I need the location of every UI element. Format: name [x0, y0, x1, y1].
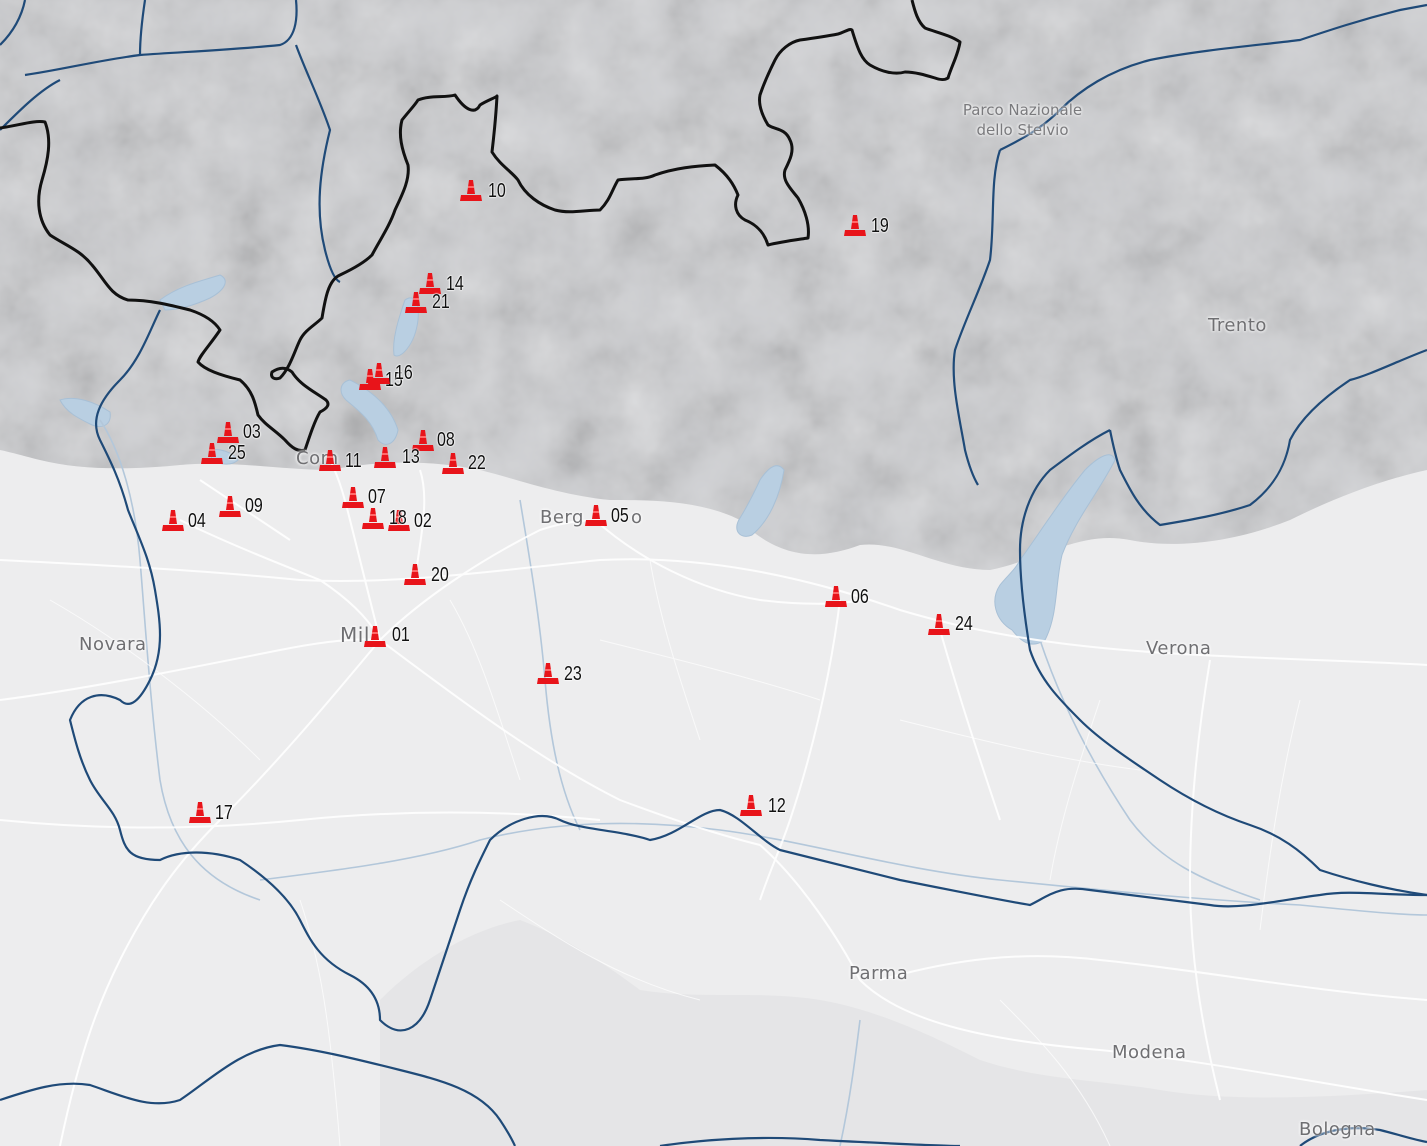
park-label-line2: dello Stelvio: [976, 121, 1069, 139]
traffic-cone-marker-21[interactable]: 21: [403, 290, 450, 316]
marker-label: 01: [392, 624, 410, 646]
traffic-cone-marker-16[interactable]: 16: [366, 361, 413, 387]
traffic-cone-marker-20[interactable]: 20: [402, 562, 449, 588]
traffic-cone-marker-12[interactable]: 12: [738, 793, 786, 819]
marker-label: 14: [446, 273, 464, 295]
traffic-cone-icon: [537, 663, 559, 684]
traffic-cone-marker-01[interactable]: 01: [362, 624, 410, 650]
traffic-cone-marker-14[interactable]: 14: [417, 271, 464, 297]
marker-label: 06: [851, 586, 869, 608]
traffic-cone-marker-13[interactable]: 13: [372, 445, 420, 471]
marker-label: 25: [228, 442, 246, 464]
marker-label: 18: [389, 507, 407, 529]
traffic-cone-icon: [319, 450, 341, 471]
marker-label: 04: [188, 510, 206, 532]
city-label-verona: Verona: [1146, 638, 1212, 659]
traffic-cone-icon: [442, 453, 464, 474]
traffic-cone-icon: [368, 363, 390, 384]
marker-label: 05: [611, 505, 629, 527]
minor-roads: [49, 559, 1301, 1146]
marker-label: 08: [437, 429, 455, 451]
traffic-cone-icon: [825, 586, 847, 607]
traffic-cone-icon: [374, 447, 396, 468]
road-network: [0, 459, 1427, 1146]
lakes: [59, 274, 1116, 645]
traffic-cone-icon: [404, 564, 426, 585]
traffic-cone-icon: [219, 496, 241, 517]
traffic-cone-marker-07[interactable]: 07: [340, 485, 386, 511]
marker-label: 15: [385, 369, 403, 391]
marker-label: 02: [414, 510, 432, 532]
city-label-bergamo-tail: o: [631, 507, 643, 528]
traffic-cone-marker-09[interactable]: 09: [217, 494, 263, 520]
marker-label: 22: [468, 452, 486, 474]
marker-label: 09: [245, 495, 263, 517]
traffic-cone-icon: [740, 795, 762, 816]
traffic-cone-icon: [460, 180, 482, 201]
marker-label: 13: [402, 446, 420, 468]
traffic-cone-marker-24[interactable]: 24: [926, 612, 973, 638]
country-border: [0, 0, 962, 452]
marker-label: 23: [564, 663, 582, 685]
park-label-stelvio: Parco Nazionale dello Stelvio: [945, 100, 1100, 140]
traffic-cone-marker-25[interactable]: 25: [199, 441, 246, 467]
traffic-cone-marker-22[interactable]: 22: [440, 451, 486, 477]
marker-label: 20: [431, 564, 449, 586]
traffic-cone-marker-04[interactable]: 04: [160, 508, 206, 534]
traffic-cone-marker-06[interactable]: 06: [823, 584, 869, 610]
traffic-cone-icon: [201, 443, 223, 464]
traffic-cone-marker-03[interactable]: 03: [215, 420, 261, 446]
traffic-cone-marker-10[interactable]: 10: [458, 178, 506, 204]
city-label-bergamo: Berg: [540, 507, 584, 528]
alps-relief: [0, 0, 1427, 570]
traffic-cone-marker-17[interactable]: 17: [187, 800, 233, 826]
marker-label: 16: [395, 362, 413, 384]
traffic-cone-icon: [419, 273, 441, 294]
traffic-cone-marker-19[interactable]: 19: [842, 213, 889, 239]
traffic-cone-marker-02[interactable]: 02: [386, 508, 432, 534]
city-label-trento: Trento: [1208, 315, 1267, 336]
marker-label: 24: [955, 613, 973, 635]
traffic-cone-icon: [388, 510, 410, 531]
marker-label: 03: [243, 421, 261, 443]
city-label-parma: Parma: [849, 963, 909, 984]
traffic-cone-icon: [585, 505, 607, 526]
traffic-cone-icon: [362, 508, 384, 529]
marker-label: 10: [488, 180, 506, 202]
marker-label: 07: [368, 486, 386, 508]
city-label-modena: Modena: [1112, 1042, 1187, 1063]
traffic-cone-icon: [412, 430, 434, 451]
traffic-cone-icon: [364, 626, 386, 647]
traffic-cone-icon: [189, 802, 211, 823]
traffic-cone-icon: [405, 292, 427, 313]
traffic-cone-icon: [217, 422, 239, 443]
traffic-cone-marker-11[interactable]: 11: [317, 448, 362, 474]
park-label-line1: Parco Nazionale: [962, 101, 1083, 119]
marker-label: 11: [345, 450, 362, 472]
traffic-cone-marker-18[interactable]: 18: [360, 506, 407, 532]
marker-label: 12: [768, 795, 786, 817]
marker-label: 17: [215, 802, 233, 824]
city-label-novara: Novara: [79, 634, 147, 655]
traffic-cone-icon: [844, 215, 866, 236]
traffic-cone-marker-05[interactable]: 05: [583, 503, 629, 529]
marker-label: 21: [432, 291, 450, 313]
traffic-cone-icon: [928, 614, 950, 635]
traffic-cone-marker-08[interactable]: 08: [410, 428, 455, 454]
apennine-relief: [380, 920, 1427, 1146]
marker-label: 19: [871, 215, 889, 237]
traffic-cone-marker-23[interactable]: 23: [535, 661, 582, 687]
traffic-cone-icon: [162, 510, 184, 531]
traffic-cone-icon: [342, 487, 364, 508]
city-label-bologna: Bologna: [1299, 1119, 1376, 1140]
city-label-milano: Mil: [340, 623, 370, 647]
